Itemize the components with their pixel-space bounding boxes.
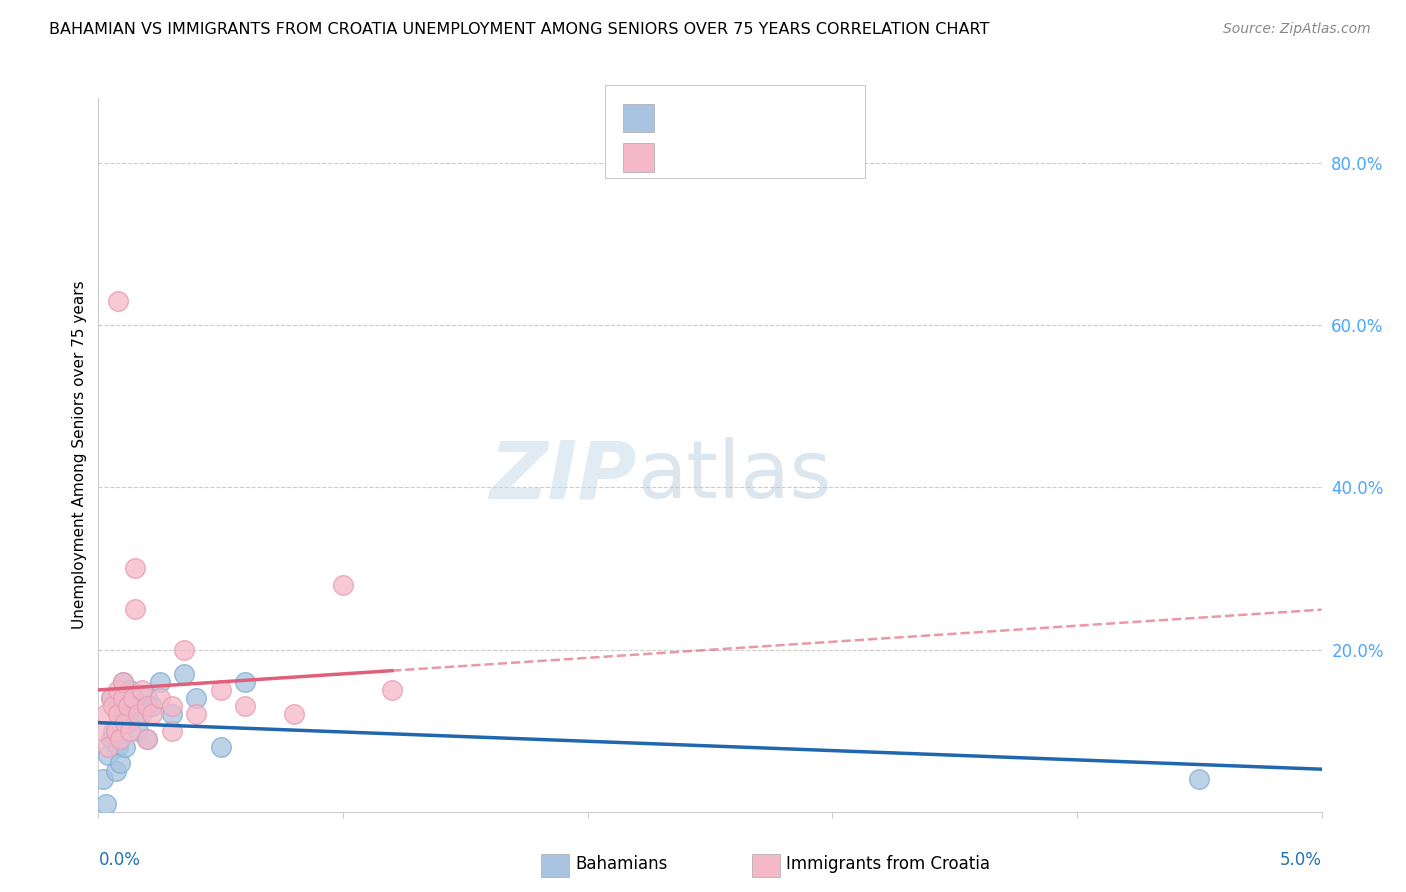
Point	[136, 731, 159, 746]
Point	[111, 707, 134, 722]
Point	[110, 756, 132, 770]
Text: N =: N =	[779, 108, 818, 126]
Point	[104, 764, 127, 779]
Point	[381, 683, 404, 698]
Text: R =: R =	[659, 108, 699, 126]
Text: -0.160: -0.160	[702, 108, 759, 126]
Point	[233, 675, 256, 690]
Point	[111, 675, 134, 690]
Point	[91, 723, 114, 738]
Point	[120, 683, 142, 698]
Point	[114, 715, 136, 730]
Point	[173, 642, 195, 657]
Point	[141, 699, 163, 714]
Point	[101, 723, 124, 738]
Point	[1188, 772, 1211, 787]
Point	[121, 691, 143, 706]
Text: 5.0%: 5.0%	[1279, 851, 1322, 869]
Point	[209, 739, 232, 754]
Point	[104, 723, 127, 738]
Point	[107, 739, 129, 754]
Y-axis label: Unemployment Among Seniors over 75 years: Unemployment Among Seniors over 75 years	[72, 281, 87, 629]
Point	[173, 666, 195, 681]
Point	[149, 691, 172, 706]
Point	[131, 683, 153, 698]
Text: 0.0%: 0.0%	[98, 851, 141, 869]
Point	[107, 293, 129, 308]
Point	[124, 561, 146, 575]
Point	[97, 739, 120, 754]
Text: Source: ZipAtlas.com: Source: ZipAtlas.com	[1223, 22, 1371, 37]
Point	[114, 739, 136, 754]
Point	[120, 723, 142, 738]
Point	[100, 691, 122, 706]
Point	[100, 691, 122, 706]
Text: Immigrants from Croatia: Immigrants from Croatia	[786, 855, 990, 873]
Point	[111, 691, 134, 706]
Text: 0.099: 0.099	[702, 148, 752, 166]
Text: N =: N =	[779, 148, 818, 166]
Point	[141, 707, 163, 722]
Point	[131, 707, 153, 722]
Point	[101, 699, 124, 714]
Text: 33: 33	[818, 148, 841, 166]
Point	[136, 699, 159, 714]
Point	[100, 731, 122, 746]
Point	[209, 683, 232, 698]
Point	[127, 707, 149, 722]
Point	[332, 577, 354, 591]
Point	[186, 691, 208, 706]
Text: BAHAMIAN VS IMMIGRANTS FROM CROATIA UNEMPLOYMENT AMONG SENIORS OVER 75 YEARS COR: BAHAMIAN VS IMMIGRANTS FROM CROATIA UNEM…	[49, 22, 990, 37]
Text: Bahamians: Bahamians	[575, 855, 668, 873]
Point	[111, 675, 134, 690]
Text: atlas: atlas	[637, 437, 831, 516]
Point	[233, 699, 256, 714]
Point	[136, 691, 159, 706]
Point	[186, 707, 208, 722]
Point	[127, 723, 149, 738]
Text: 28: 28	[818, 108, 841, 126]
Point	[136, 731, 159, 746]
Point	[124, 699, 146, 714]
Point	[124, 602, 146, 616]
Point	[91, 772, 114, 787]
Point	[160, 723, 183, 738]
Point	[117, 699, 139, 714]
Point	[160, 707, 183, 722]
Point	[107, 699, 129, 714]
Point	[149, 675, 172, 690]
Text: R =: R =	[659, 148, 699, 166]
Point	[94, 707, 117, 722]
Point	[160, 699, 183, 714]
Point	[94, 797, 117, 811]
Point	[97, 747, 120, 762]
Point	[110, 731, 132, 746]
Text: ZIP: ZIP	[489, 437, 637, 516]
Point	[107, 707, 129, 722]
Point	[117, 715, 139, 730]
Point	[107, 683, 129, 698]
Point	[283, 707, 305, 722]
